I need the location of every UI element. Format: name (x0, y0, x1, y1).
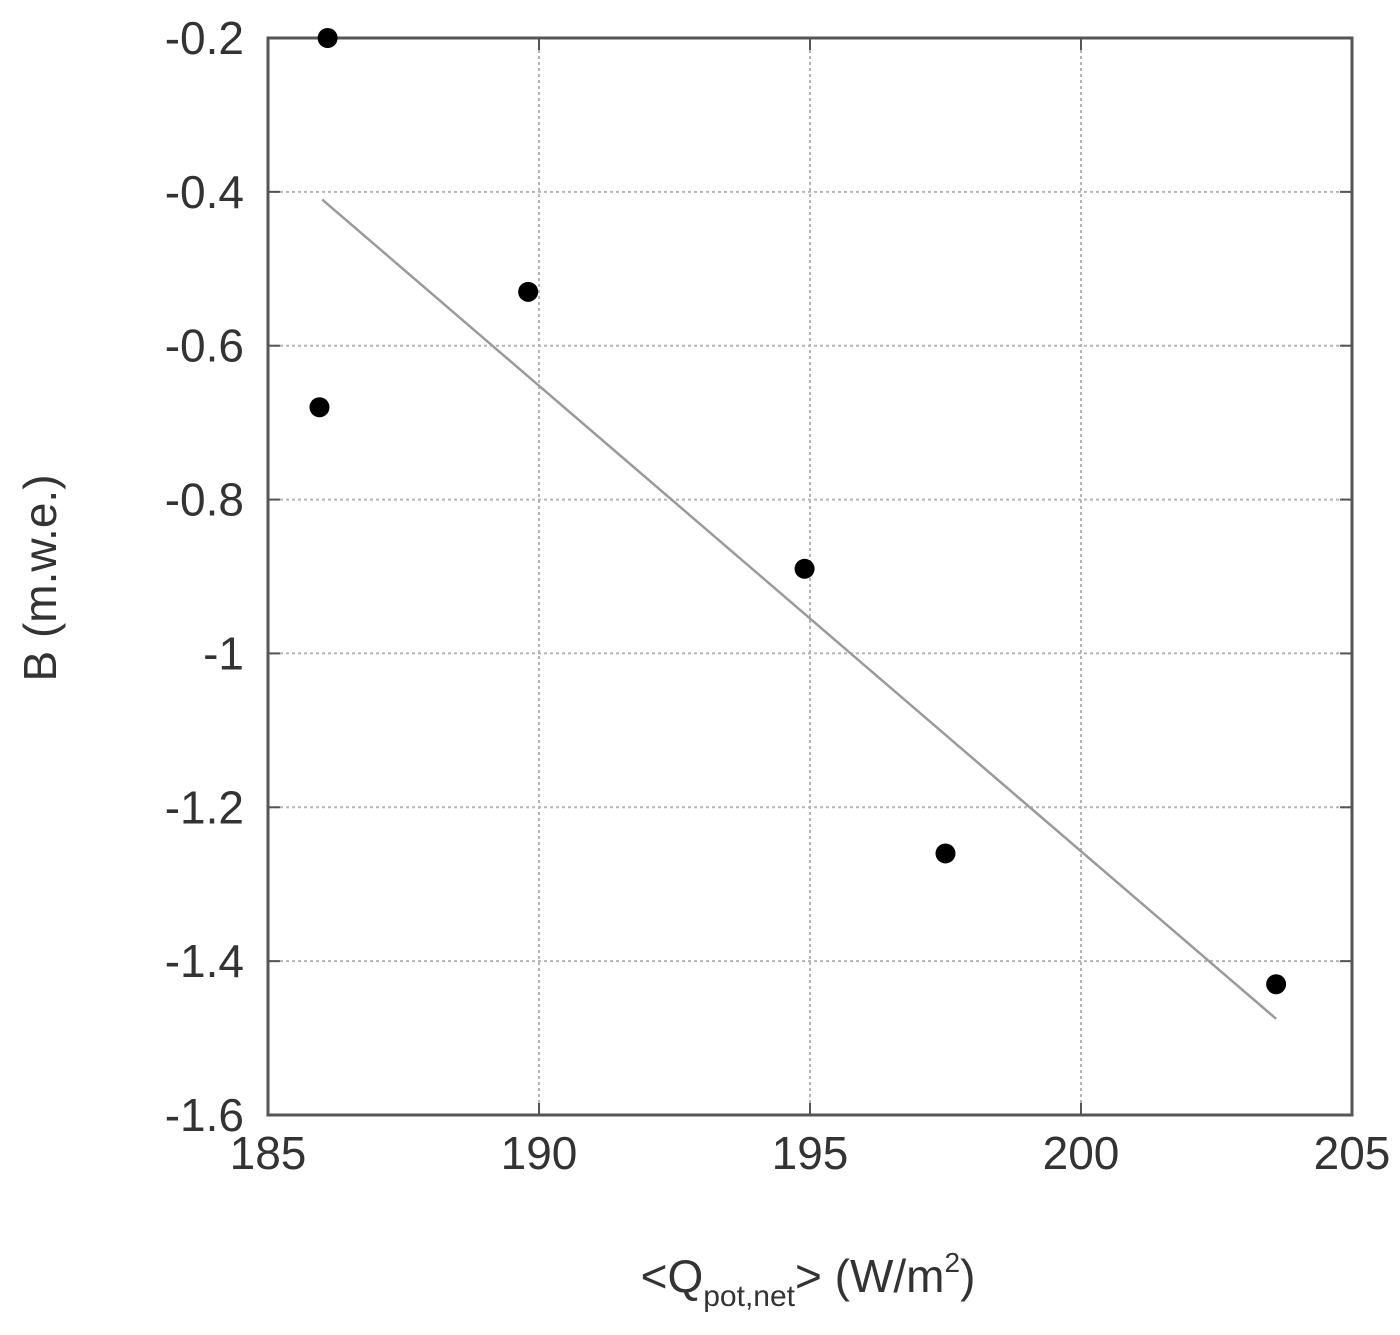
regression-line-group (321, 198, 1277, 1020)
x-tick-label: 185 (230, 1127, 307, 1179)
y-tick-label: -1.2 (165, 781, 244, 833)
y-axis: -0.2 -0.4 -0.6 -0.8 -1 -1.2 -1.4 -1.6 (165, 12, 1352, 1141)
y-tick-label: -0.6 (165, 320, 244, 372)
data-point (309, 397, 330, 418)
x-tick-label: 190 (501, 1127, 578, 1179)
x-tick-label: 195 (772, 1127, 849, 1179)
x-axis-label: <Qpot,net> (W/m2) (641, 1247, 976, 1313)
data-point (518, 281, 539, 302)
y-tick-label: -0.4 (165, 166, 244, 218)
y-tick-label: -1.6 (165, 1089, 244, 1141)
y-tick-label: -0.8 (165, 474, 244, 526)
y-tick-label: -0.2 (165, 12, 244, 64)
y-tick-label: -1 (203, 627, 244, 679)
x-tick-label: 200 (1043, 1127, 1120, 1179)
data-points (309, 28, 1287, 995)
data-point (317, 28, 338, 48)
data-point (935, 843, 956, 864)
x-tick-label: 205 (1314, 1127, 1391, 1179)
y-tick-label: -1.4 (165, 935, 244, 987)
x-axis: 185 190 195 200 205 (230, 38, 1391, 1179)
regression-line (321, 198, 1277, 1020)
data-point (794, 558, 815, 579)
data-point (1266, 974, 1287, 995)
y-axis-label: B (m.w.e.) (14, 474, 66, 681)
